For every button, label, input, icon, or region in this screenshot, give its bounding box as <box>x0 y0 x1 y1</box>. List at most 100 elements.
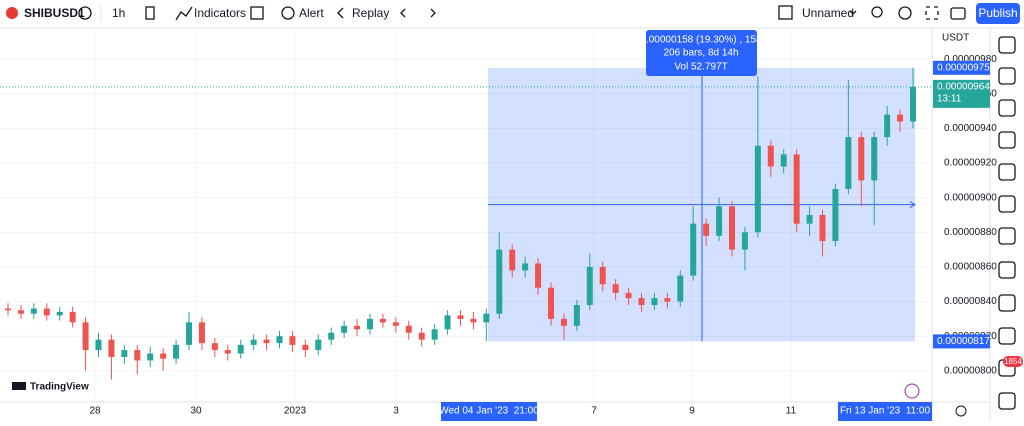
candle-body <box>625 292 632 299</box>
candle-body <box>897 114 904 122</box>
candle-body <box>793 154 800 224</box>
candle-body <box>677 275 684 302</box>
right-sidebar: 1854 <box>998 36 1023 410</box>
candle-body <box>780 154 787 167</box>
layout-name[interactable]: Unnamed <box>802 6 854 20</box>
candle-body <box>884 114 891 138</box>
sidebar-button[interactable] <box>998 294 1016 312</box>
time-highlight <box>838 402 932 421</box>
alert-button[interactable]: Alert <box>299 6 324 20</box>
y-tick-label: 0.00000880 <box>944 227 997 238</box>
candle-body <box>173 344 180 359</box>
layout-menu[interactable] <box>849 10 857 15</box>
candle-body <box>703 223 710 236</box>
candle-body <box>832 189 839 241</box>
search-button[interactable] <box>871 6 883 18</box>
sidebar-button[interactable] <box>998 67 1016 85</box>
measure-span: 206 bars, 8d 14h <box>663 48 738 59</box>
candle-body <box>186 322 192 345</box>
chart-type-button[interactable] <box>145 6 155 20</box>
undo-button[interactable] <box>400 8 406 18</box>
x-tick-label: 3 <box>393 406 399 417</box>
y-tick-label: 0.00000940 <box>944 123 997 134</box>
candle-body <box>871 137 878 181</box>
candle-body <box>483 313 490 323</box>
currency-label: USDT <box>942 33 969 44</box>
candle-body <box>392 322 399 326</box>
layout-icon[interactable] <box>778 5 793 20</box>
replay-button[interactable]: Replay <box>352 6 389 20</box>
price-tag-low <box>933 334 990 349</box>
publish-label[interactable]: Publish <box>978 6 1017 20</box>
templates-button[interactable] <box>250 6 264 20</box>
candle-body <box>457 315 464 319</box>
sidebar-button[interactable] <box>998 227 1016 245</box>
snapshot-button[interactable] <box>950 7 966 20</box>
sidebar-button[interactable] <box>998 163 1016 181</box>
y-tick-label: 0.00000920 <box>944 158 997 169</box>
x-tick-label: 11 <box>786 406 797 417</box>
publish-button[interactable] <box>976 3 1020 24</box>
candle-body <box>95 339 102 351</box>
candle-body <box>599 266 606 285</box>
indicators-button[interactable]: Indicators <box>194 6 246 20</box>
measure-change: 0.00000158 (19.30%) , 158 <box>640 35 762 46</box>
replay-icon[interactable] <box>337 7 344 19</box>
crosshair-time: Wed 04 Jan '23 21:00 <box>439 406 539 417</box>
x-tick-label: 30 <box>190 406 202 417</box>
alert-icon[interactable] <box>281 6 295 20</box>
settings-button[interactable] <box>898 6 912 20</box>
interval[interactable]: 1h <box>112 6 125 20</box>
candle-body <box>910 86 916 122</box>
candle-body <box>56 311 63 316</box>
candle-body <box>845 137 852 190</box>
candle-body <box>754 145 761 233</box>
candle-body <box>43 308 50 316</box>
candle-body <box>121 350 128 357</box>
candle-body <box>741 232 748 250</box>
badge <box>1003 356 1023 367</box>
x-tick-label: 9 <box>689 406 695 417</box>
candle-body <box>354 325 361 330</box>
price-tag-label: 0.00000817 <box>937 336 990 347</box>
candle-body <box>496 249 503 314</box>
sidebar-button[interactable] <box>998 36 1016 54</box>
candle-body <box>651 298 658 306</box>
indicators-icon[interactable] <box>175 6 193 21</box>
candle-body <box>198 322 205 344</box>
sidebar-button[interactable] <box>998 261 1016 279</box>
candle-body <box>276 336 283 344</box>
candle-body <box>586 266 593 306</box>
redo-button[interactable] <box>430 8 436 18</box>
sidebar-button[interactable] <box>998 327 1016 345</box>
sidebar-button[interactable] <box>998 392 1016 410</box>
candle-body <box>418 332 425 340</box>
badge-count: 1854 <box>1004 357 1022 366</box>
sidebar-button[interactable] <box>998 131 1016 149</box>
candle-body <box>17 310 24 314</box>
candle-body <box>263 339 270 344</box>
candle-body <box>341 325 348 333</box>
x-tick-label: 7 <box>591 406 597 417</box>
candle-body <box>858 137 865 181</box>
flash-icon <box>904 383 920 399</box>
sidebar-button[interactable] <box>998 99 1016 117</box>
candle-body <box>729 206 735 250</box>
y-tick-label: 0.00000900 <box>944 192 997 203</box>
candle-body <box>470 318 477 323</box>
candle-body <box>509 249 516 271</box>
candle-body <box>560 318 567 326</box>
logo-mark <box>12 382 26 390</box>
symbol[interactable]: SHIBUSD1 <box>24 6 85 20</box>
y-tick-label: 0.00000840 <box>944 296 997 307</box>
y-tick-label: 0.00000860 <box>944 262 997 273</box>
candle-body <box>806 215 813 224</box>
candle-body <box>638 298 645 306</box>
sidebar-button[interactable] <box>998 195 1016 213</box>
candle-body <box>134 350 141 361</box>
fullscreen-button[interactable] <box>925 6 939 20</box>
candle-body <box>328 332 335 340</box>
compare-button[interactable] <box>78 6 92 20</box>
symbol-icon[interactable] <box>6 7 18 19</box>
